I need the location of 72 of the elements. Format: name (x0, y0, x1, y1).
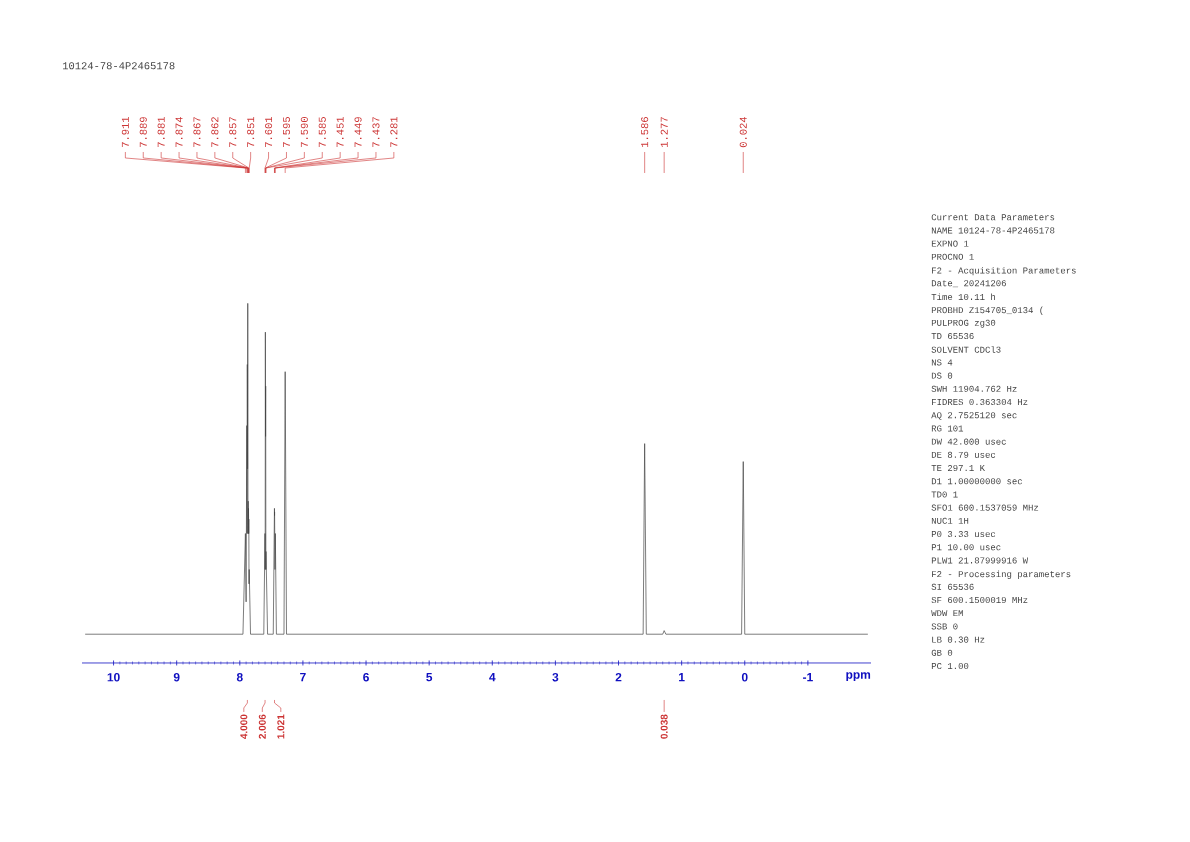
x-tick-label: 7 (300, 673, 306, 682)
annotation: 7.595 (282, 117, 291, 147)
text: PROBHD Z154705_0134 ( (931, 306, 1043, 315)
text: Date_ 20241206 (931, 280, 1006, 288)
text: NAME 10124-78-4P2465178 (931, 227, 1055, 234)
text: DW 42.000 usec (931, 438, 1006, 445)
x-tick-label: 9 (173, 673, 180, 682)
x-tick-label: -1 (803, 673, 813, 682)
annotation: 7.449 (354, 117, 362, 147)
text: TE 297.1 K (931, 464, 985, 472)
x-tick-label: 2 (615, 673, 622, 682)
annotation: 7.889 (139, 117, 147, 147)
x-tick-label: 3 (552, 673, 559, 682)
text: SSB 0 (931, 623, 958, 630)
annotation: 7.585 (318, 117, 326, 147)
text: DS 0 (931, 372, 953, 379)
text: SF 600.1500019 MHz (931, 596, 1028, 604)
text: LB 0.30 Hz (932, 636, 985, 643)
annotation: 7.281 (390, 116, 398, 147)
text: RG 101 (931, 425, 964, 432)
x-tick-label: 5 (426, 673, 433, 682)
text: TD0 1 (931, 491, 958, 498)
text: SWH 11904.762 Hz (931, 385, 1017, 392)
annotation: 7.867 (193, 117, 201, 147)
annotation: 7.874 (175, 116, 183, 147)
annotation: 1.586 (641, 117, 649, 148)
text: FIDRES 0.363304 Hz (932, 398, 1028, 406)
x-tick-label: 0 (741, 673, 748, 682)
x-tick-label: 6 (363, 673, 369, 682)
annotation: 1.277 (660, 117, 668, 148)
x-axis-title: ppm (846, 672, 871, 682)
annotation: 7.862 (211, 117, 219, 147)
text: PULPROG zg30 (931, 319, 996, 328)
annotation: 7.437 (372, 117, 380, 147)
text: D1 1.00000000 sec (931, 478, 1023, 485)
annotation: 7.881 (157, 116, 165, 147)
text: P0 3.33 usec (931, 530, 996, 538)
text: DE 8.79 usec (931, 451, 996, 458)
annotation: 0.024 (739, 116, 747, 148)
text: Current Data Parameters (931, 214, 1055, 221)
annotation: 7.601 (265, 116, 273, 147)
text: TD 65536 (931, 332, 974, 340)
annotation: 7.911 (121, 116, 129, 147)
annotation: 4.000 (240, 714, 248, 739)
text: PC 1.00 (931, 662, 969, 670)
text: GB 0 (931, 649, 953, 656)
text: WDW EM (931, 610, 963, 617)
annotation: 7.451 (336, 116, 344, 147)
text: Time 10.11 h (931, 293, 995, 300)
chart-title: 10124-78-4P2465178 (62, 62, 175, 70)
text: F2 - Processing parameters (932, 570, 1071, 579)
text: EXPNO 1 (931, 240, 969, 247)
text: SOLVENT CDCl3 (931, 346, 1001, 353)
x-tick-label: 4 (489, 673, 496, 682)
text: NS 4 (931, 359, 953, 366)
text: PROCNO 1 (931, 253, 974, 260)
text: AQ 2.7525120 sec (931, 412, 1017, 420)
annotation: 1.021 (277, 714, 285, 739)
text: SFO1 600.1537059 MHz (931, 504, 1039, 511)
x-tick-label: 1 (679, 673, 685, 682)
annotation: 7.851 (247, 116, 255, 147)
text: SI 65536 (931, 583, 974, 590)
text: PLW1 21.87999916 W (931, 557, 1029, 564)
x-tick-label: 10 (107, 673, 120, 682)
annotation: 7.857 (229, 117, 237, 147)
annotation: 7.590 (300, 117, 308, 147)
annotation: 2.006 (258, 714, 266, 739)
text: F2 - Acquisition Parameters (932, 266, 1076, 276)
annotation: 0.038 (660, 714, 668, 739)
text: P1 10.00 usec (931, 544, 1001, 551)
text: NUC1 1H (931, 517, 969, 524)
x-tick-label: 8 (236, 673, 243, 682)
